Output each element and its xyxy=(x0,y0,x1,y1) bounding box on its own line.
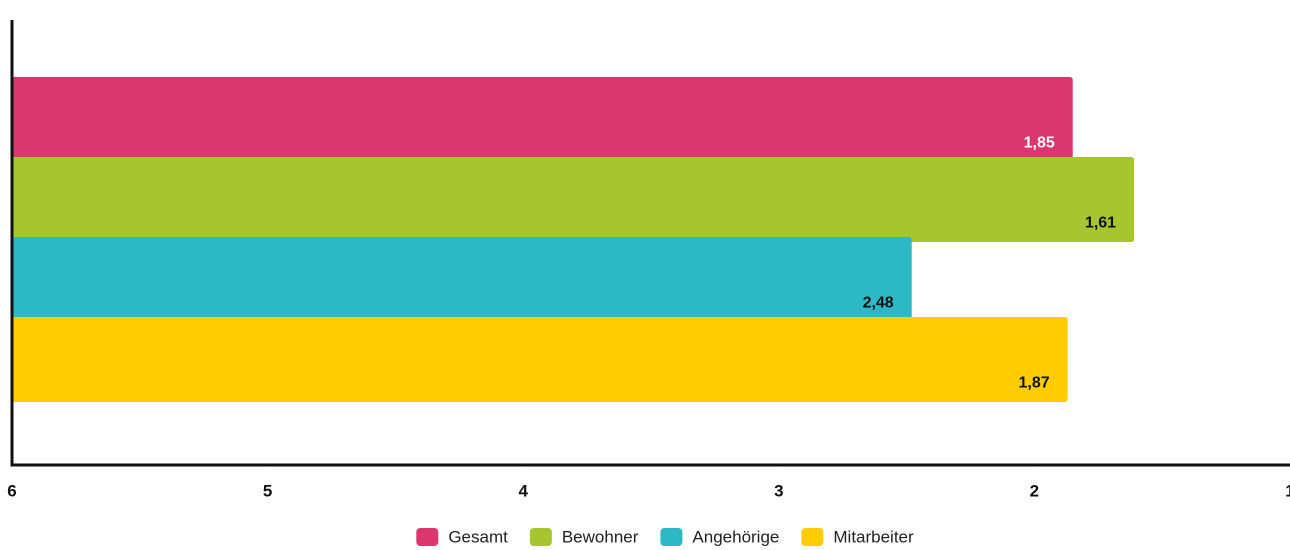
legend-item: Angehörige xyxy=(660,527,779,546)
legend-swatch xyxy=(529,528,552,546)
legend: Gesamt Bewohner Angehörige Mitarbeiter xyxy=(416,527,914,546)
legend-label: Angehörige xyxy=(692,527,779,546)
x-tick-label: 5 xyxy=(263,481,272,500)
value-label: 1,61 xyxy=(1085,215,1116,232)
x-tick-label: 4 xyxy=(518,481,528,500)
value-label: 1,87 xyxy=(1018,375,1049,392)
value-label: 1,85 xyxy=(1024,135,1055,152)
x-tick-label: 3 xyxy=(774,481,783,500)
legend-label: Gesamt xyxy=(448,527,508,546)
legend-label: Bewohner xyxy=(562,527,639,546)
x-tick-label: 2 xyxy=(1030,481,1039,500)
legend-item: Gesamt xyxy=(416,527,508,546)
value-label: 2,48 xyxy=(863,295,894,312)
legend-item: Mitarbeiter xyxy=(801,527,914,546)
bar xyxy=(12,77,1073,162)
legend-item: Bewohner xyxy=(529,527,639,546)
legend-swatch xyxy=(660,528,683,546)
bar xyxy=(12,237,912,322)
legend-swatch xyxy=(416,528,439,546)
legend-swatch xyxy=(801,528,824,546)
x-tick-label: 1 xyxy=(1285,481,1290,500)
legend-label: Mitarbeiter xyxy=(833,527,914,546)
bar xyxy=(12,157,1135,242)
bar xyxy=(12,317,1068,402)
x-tick-label: 6 xyxy=(7,481,16,500)
